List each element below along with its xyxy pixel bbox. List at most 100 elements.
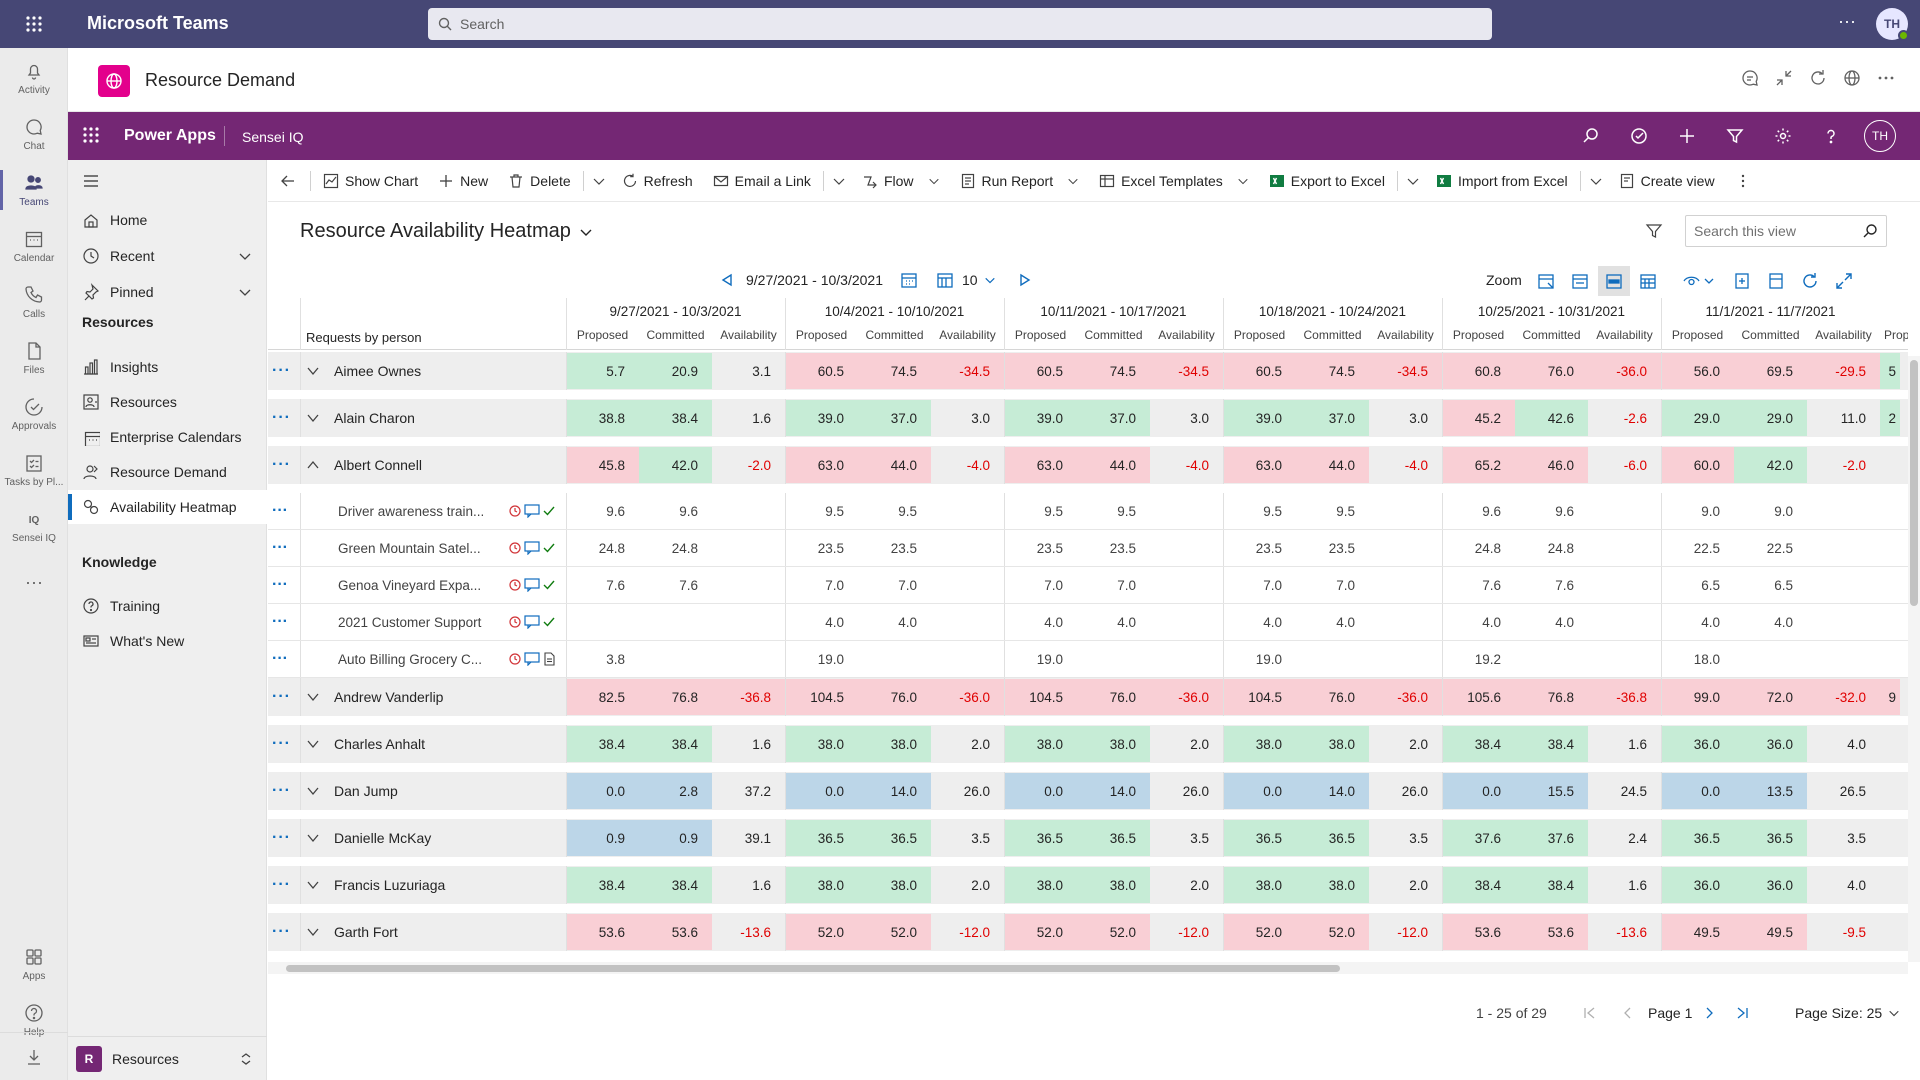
rail-item-calls[interactable]: Calls <box>0 274 68 330</box>
teams-search-input[interactable]: Search <box>428 8 1492 40</box>
row-more-options-icon[interactable]: ··· <box>272 409 291 426</box>
hamburger-menu-icon[interactable] <box>82 172 102 192</box>
person-row[interactable]: ··· Albert Connell 45.8 42.0 -2.0 63.0 44.0 -4.… <box>268 446 1908 484</box>
reload-icon[interactable] <box>1808 68 1828 88</box>
power-apps-title[interactable]: Power Apps <box>124 127 216 144</box>
vertical-scrollbar[interactable] <box>1908 356 1920 962</box>
task-name[interactable]: Green Mountain Satel... <box>338 541 481 556</box>
task-row[interactable]: ··· Green Mountain Satel... 24.8 24.8 23.5 23… <box>268 530 1908 567</box>
task-row[interactable]: ··· Driver awareness train... 9.6 9.6 9.5 9.5… <box>268 493 1908 530</box>
delete-button[interactable]: Delete <box>498 160 580 202</box>
export-excel-button[interactable]: Export to Excel <box>1259 160 1395 202</box>
chevron-down-icon[interactable] <box>306 784 320 798</box>
nav-item-enterprise-calendars[interactable]: Enterprise Calendars <box>68 420 267 454</box>
run-report-button[interactable]: Run Report <box>950 160 1090 202</box>
chevron-down-icon[interactable] <box>832 174 846 188</box>
rail-item-approvals[interactable]: Approvals <box>0 386 68 442</box>
conversation-icon[interactable] <box>1740 68 1760 88</box>
previous-page-icon[interactable] <box>1620 1005 1636 1021</box>
task-row[interactable]: ··· Auto Billing Grocery C... 3.8 19.0 19.0 1… <box>268 641 1908 678</box>
nav-item-recent[interactable]: Recent <box>68 239 267 273</box>
globe-icon[interactable] <box>1842 68 1862 88</box>
person-row[interactable]: ··· Danielle McKay 0.9 0.9 39.1 36.5 36.5 3.5 36… <box>268 819 1908 857</box>
task-name[interactable]: Driver awareness train... <box>338 504 485 519</box>
person-name[interactable]: Garth Fort <box>334 924 398 940</box>
chevron-down-icon[interactable] <box>237 284 253 300</box>
back-button[interactable] <box>268 160 308 202</box>
import-excel-button[interactable]: Import from Excel <box>1426 160 1578 202</box>
chevron-down-icon[interactable] <box>237 248 253 264</box>
user-avatar[interactable]: TH <box>1864 120 1896 152</box>
calendar-picker-icon[interactable] <box>900 271 918 289</box>
comment-icon[interactable] <box>524 652 540 666</box>
row-more-options-icon[interactable]: ··· <box>272 456 291 473</box>
clock-icon[interactable] <box>508 504 522 518</box>
zoom-day-icon[interactable] <box>1530 266 1562 296</box>
clock-icon[interactable] <box>508 541 522 555</box>
rail-item-apps[interactable]: Apps <box>0 936 68 992</box>
user-avatar[interactable]: TH <box>1876 8 1909 41</box>
chevron-down-icon[interactable] <box>1589 174 1603 188</box>
rail-more-apps-icon[interactable]: ··· <box>25 571 43 592</box>
clock-icon[interactable] <box>508 615 522 629</box>
person-name[interactable]: Francis Luzuriaga <box>334 877 446 893</box>
nav-item-what-s-new[interactable]: What's New <box>68 624 267 658</box>
person-row[interactable]: ··· Alain Charon 38.8 38.4 1.6 39.0 37.0 3.0 39.… <box>268 399 1908 437</box>
refresh-heatmap-icon[interactable] <box>1794 266 1826 296</box>
app-launcher-icon[interactable] <box>82 126 102 146</box>
filter-icon[interactable] <box>1645 222 1663 240</box>
next-period-icon[interactable] <box>1018 273 1032 287</box>
area-switcher[interactable]: R Resources <box>68 1036 267 1080</box>
person-name[interactable]: Dan Jump <box>334 783 398 799</box>
row-more-options-icon[interactable]: ··· <box>272 923 291 940</box>
app-launcher-icon[interactable] <box>18 12 50 36</box>
rail-item-teams[interactable]: Teams <box>0 162 68 218</box>
row-more-options-icon[interactable]: ··· <box>272 362 291 379</box>
horizontal-scroll-thumb[interactable] <box>286 965 1340 972</box>
row-more-options-icon[interactable]: ··· <box>272 502 288 519</box>
person-row[interactable]: ··· Andrew Vanderlip 82.5 76.8 -36.8 104.5 76.… <box>268 678 1908 716</box>
collapse-icon[interactable] <box>1774 68 1794 88</box>
nav-item-insights[interactable]: Insights <box>68 350 267 384</box>
nav-item-pinned[interactable]: Pinned <box>68 275 267 309</box>
row-more-options-icon[interactable]: ··· <box>272 735 291 752</box>
show-chart-button[interactable]: Show Chart <box>313 160 428 202</box>
zoom-month-icon[interactable] <box>1598 266 1630 296</box>
zoom-week-icon[interactable] <box>1564 266 1596 296</box>
settings-gear-icon[interactable] <box>1768 120 1798 152</box>
visibility-dropdown-icon[interactable] <box>1678 266 1722 296</box>
rail-item-tasks-by-pl[interactable]: Tasks by Pl... <box>0 442 68 498</box>
help-icon[interactable] <box>1816 120 1846 152</box>
person-row[interactable]: ··· Charles Anhalt 38.4 38.4 1.6 38.0 38.0 2.0 3… <box>268 725 1908 763</box>
rail-item-activity[interactable]: Activity <box>0 50 68 106</box>
view-selector[interactable]: Resource Availability Heatmap <box>300 220 593 243</box>
person-name[interactable]: Albert Connell <box>334 457 422 473</box>
nav-item-resource-demand[interactable]: Resource Demand <box>68 455 267 489</box>
assistant-icon[interactable] <box>1624 120 1654 152</box>
row-more-options-icon[interactable]: ··· <box>272 650 288 667</box>
new-button[interactable]: New <box>428 160 498 202</box>
person-name[interactable]: Alain Charon <box>334 410 415 426</box>
next-page-icon[interactable] <box>1701 1005 1717 1021</box>
excel-templates-button[interactable]: Excel Templates <box>1089 160 1259 202</box>
chevron-down-icon[interactable] <box>306 925 320 939</box>
filter-icon[interactable] <box>1720 120 1750 152</box>
chevron-down-icon[interactable] <box>306 737 320 751</box>
previous-period-icon[interactable] <box>720 273 734 287</box>
expand-icon[interactable] <box>1828 266 1860 296</box>
row-more-options-icon[interactable]: ··· <box>272 829 291 846</box>
person-row[interactable]: ··· Aimee Ownes 5.7 20.9 3.1 60.5 74.5 -34.5 60.… <box>268 352 1908 390</box>
chevron-down-icon[interactable] <box>306 690 320 704</box>
row-more-options-icon[interactable]: ··· <box>272 782 291 799</box>
save-layout-icon[interactable] <box>1760 266 1792 296</box>
chevron-down-icon[interactable] <box>984 274 996 286</box>
download-icon[interactable] <box>0 1032 68 1080</box>
comment-icon[interactable] <box>524 541 540 555</box>
task-name[interactable]: Genoa Vineyard Expa... <box>338 578 482 593</box>
last-page-icon[interactable] <box>1734 1005 1750 1021</box>
search-icon[interactable] <box>1576 120 1606 152</box>
task-name[interactable]: 2021 Customer Support <box>338 615 482 630</box>
chevron-down-icon[interactable] <box>306 831 320 845</box>
comment-icon[interactable] <box>524 578 540 592</box>
plus-icon[interactable] <box>1672 120 1702 152</box>
